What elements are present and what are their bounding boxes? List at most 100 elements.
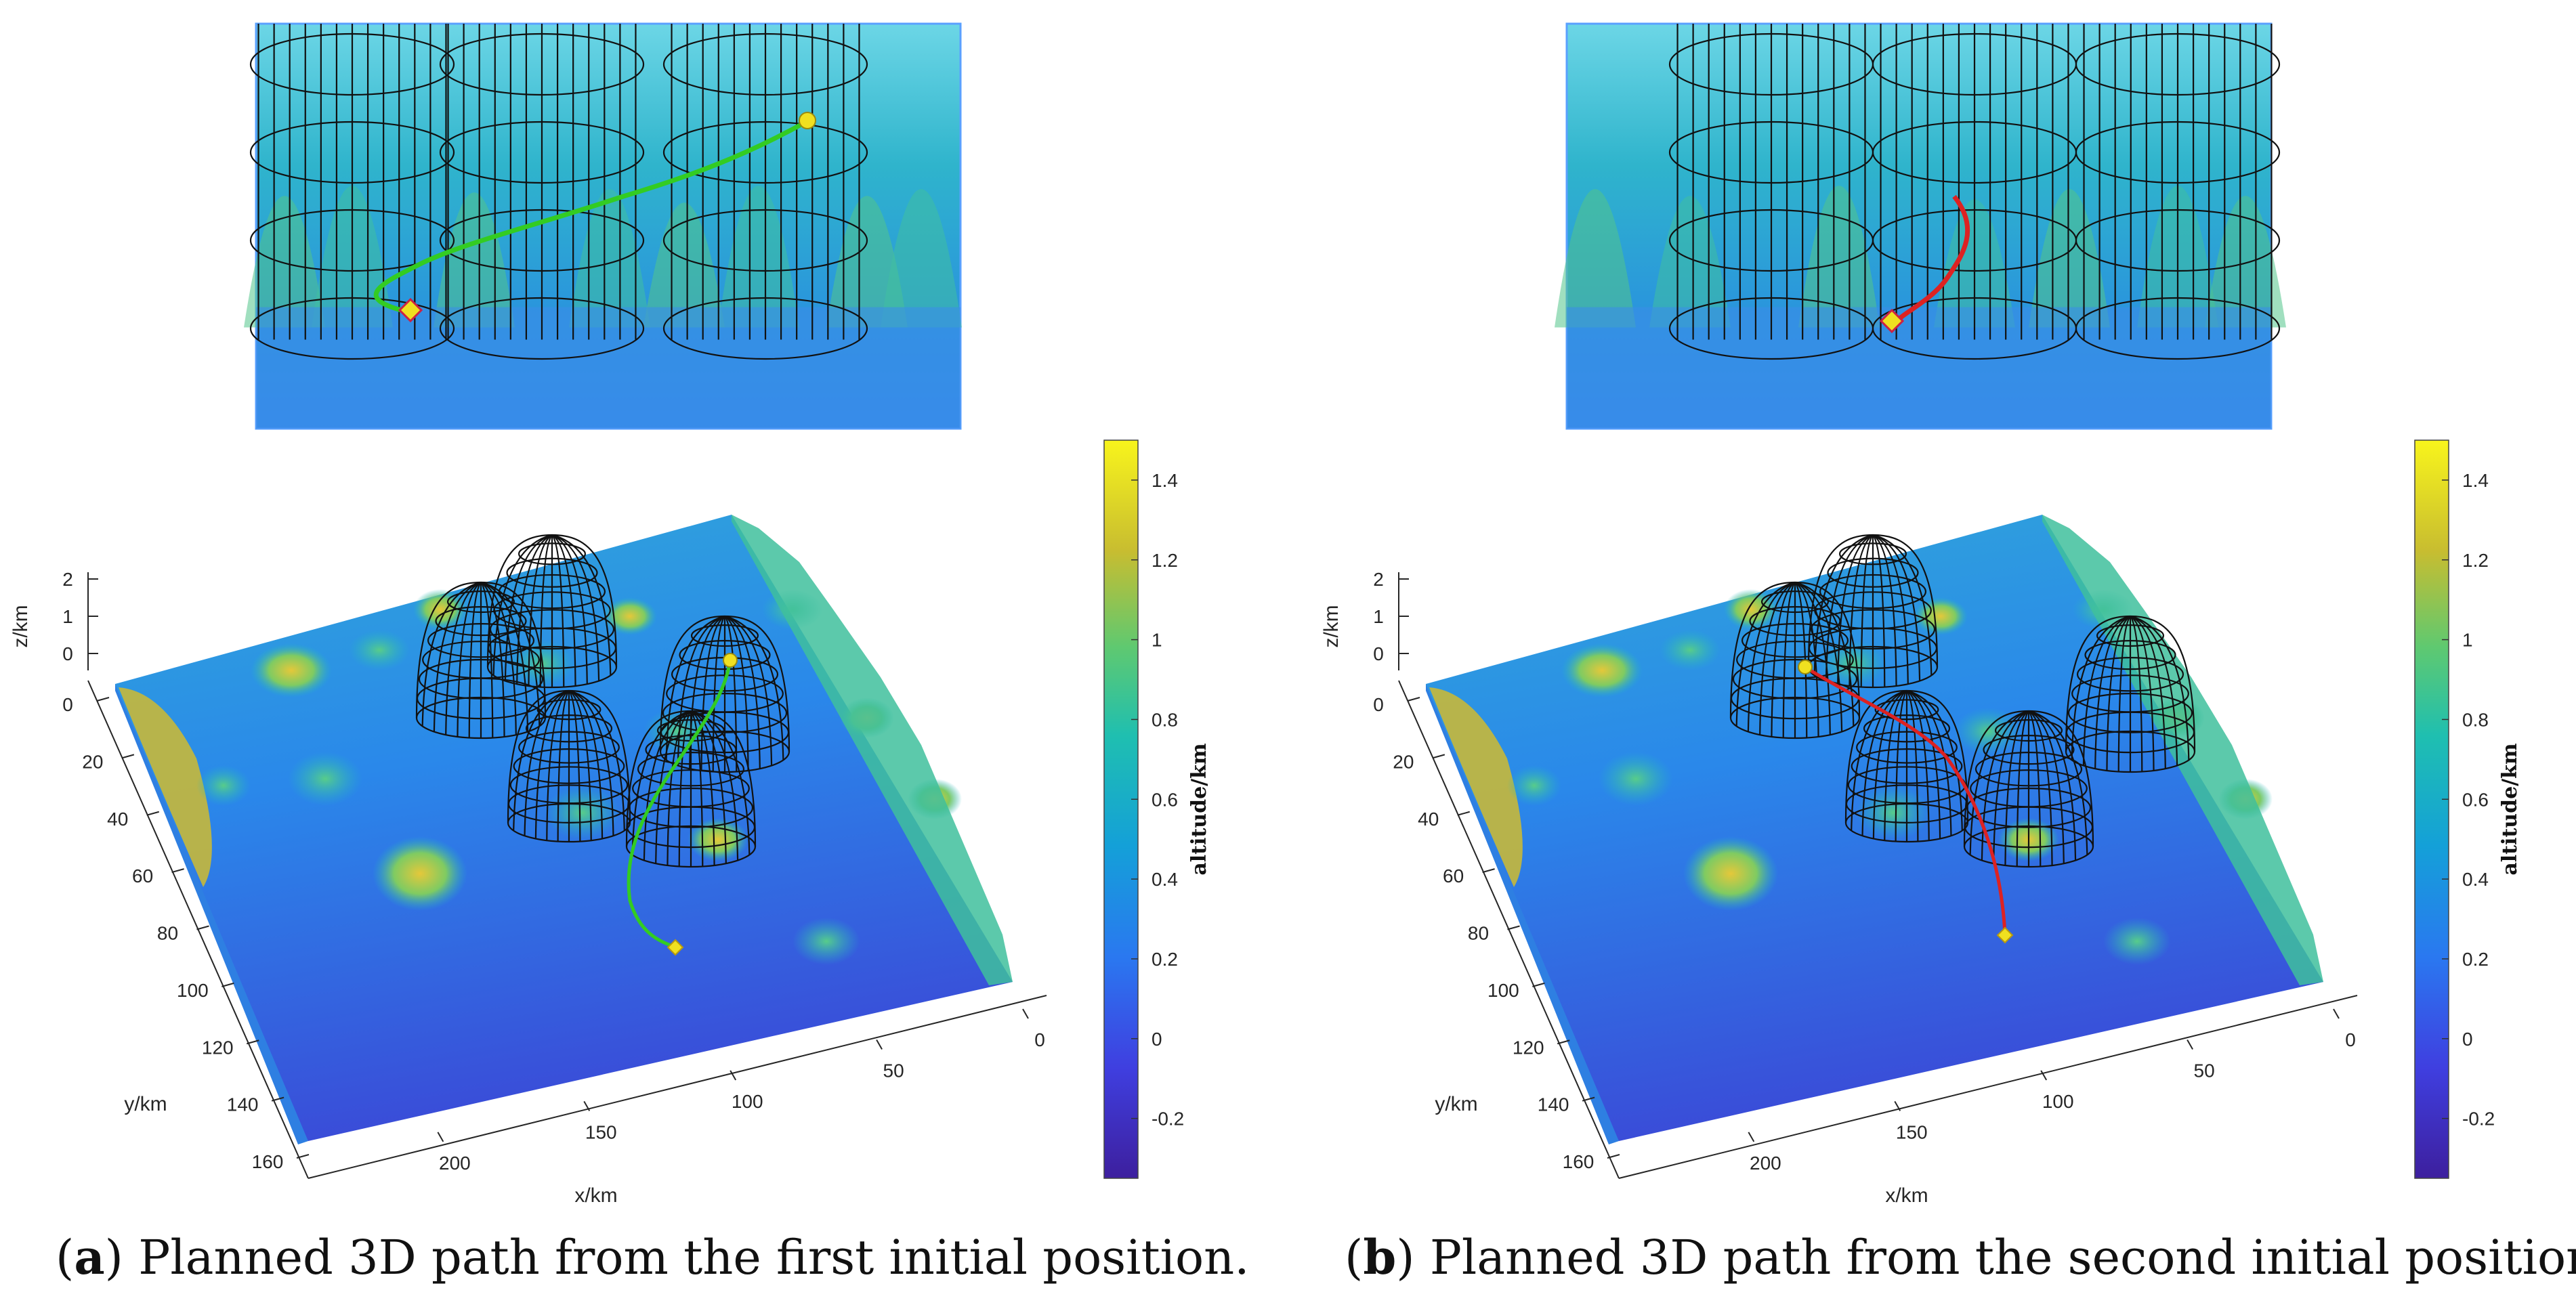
y-tick-label: 60 (132, 865, 153, 886)
surface-plot (115, 515, 1013, 1144)
inset-ground (1567, 307, 2271, 429)
x-tick-label: 200 (439, 1153, 471, 1174)
x-tick-label: 0 (1034, 1029, 1045, 1050)
y-tick-label: 0 (62, 694, 73, 715)
terrain-bump (545, 786, 620, 840)
z-tick-label: 1 (62, 606, 73, 627)
x-tick-label: 50 (883, 1060, 904, 1081)
obstacle-dome (1963, 710, 2094, 868)
x-tick-label: 50 (2194, 1060, 2215, 1081)
colorbar-tick-label: 0.2 (2462, 949, 2489, 970)
y-tick (121, 754, 135, 759)
terrain-bump (1561, 643, 1643, 698)
z-tick-label: 1 (1373, 606, 1384, 627)
colorbar (1103, 439, 1139, 1179)
inset-peak (1649, 196, 1731, 328)
colorbar-tick-label: -0.2 (1152, 1109, 1184, 1130)
x-tick-label: 0 (2345, 1029, 2356, 1050)
axes (87, 572, 1047, 1179)
terrain-bump (1660, 630, 1720, 670)
caption-b: (b) Planned 3D path from the second init… (1345, 1229, 2576, 1285)
terrain-bump (1954, 708, 2022, 755)
y-tick-label: 100 (177, 980, 209, 1001)
y-tick (96, 697, 110, 702)
x-tick (730, 1070, 737, 1081)
x-tick (2040, 1070, 2048, 1081)
x-tick (437, 1132, 444, 1142)
start-marker (1996, 926, 2014, 944)
inset-zoom-view (1555, 22, 2286, 430)
z-tick-label: 2 (62, 569, 73, 590)
y-tick-label: 100 (1487, 980, 1519, 1001)
terrain-bump (196, 765, 251, 806)
y-tick (271, 1096, 284, 1102)
x-tick-label: 150 (1896, 1121, 1928, 1142)
colorbar-tick-label: 0.4 (2462, 869, 2489, 890)
terrain-bump (1507, 765, 1561, 806)
inset-peak (881, 189, 962, 328)
z-tick-label: 0 (1373, 643, 1384, 664)
colorbar-tick-label: 0.8 (1152, 709, 1178, 730)
x-tick (1894, 1100, 1901, 1111)
colorbar-tick-label: 0 (1152, 1029, 1162, 1050)
y-tick-label: 0 (1373, 694, 1384, 715)
surface-plot (1426, 515, 2323, 1144)
y-tick (1432, 754, 1445, 759)
y-tick-label: 120 (202, 1037, 234, 1058)
surface-side (1426, 684, 1619, 1144)
terrain-bump (1724, 589, 1778, 630)
x-tick-label: 100 (2042, 1091, 2074, 1112)
inset-peak (1555, 189, 1636, 328)
goal-marker (1798, 660, 1813, 674)
inset-path (1898, 194, 1970, 320)
y-tick (1457, 811, 1471, 816)
y-tick (296, 1154, 310, 1159)
y-axis-label: y/km (1435, 1093, 1477, 1115)
colorbar-label: altitude/km (2498, 743, 2522, 876)
x-tick-label: 200 (1750, 1153, 1781, 1174)
x-tick (583, 1100, 591, 1111)
terrain-edge (2042, 515, 2323, 985)
x-tick (1022, 1008, 1029, 1019)
terrain-bump (793, 918, 860, 965)
colorbar-label: altitude/km (1187, 743, 1211, 876)
terrain-ridge (1429, 687, 1523, 887)
inset-path (373, 119, 807, 314)
y-tick-label: 60 (1443, 865, 1464, 886)
y-tick (1557, 1039, 1570, 1045)
y-tick (1407, 697, 1420, 702)
x-tick (2333, 1008, 2340, 1019)
colorbar (2414, 439, 2449, 1179)
inset-obstacle-cylinder (439, 24, 645, 360)
inset-ground (256, 307, 960, 429)
panel-b: 0 1 2 z/km 0 20 40 60 80 100 120 140 160 y/km 0 50 100 15… (1320, 22, 2522, 1207)
x-tick (876, 1039, 883, 1050)
terrain-bump (251, 643, 332, 698)
planned-path (1804, 665, 2007, 935)
inset-peak (718, 186, 799, 328)
obstacle-dome (507, 689, 631, 843)
terrain-bump (1599, 752, 1673, 806)
y-tick (146, 811, 160, 816)
inset-peak (643, 202, 725, 328)
y-tick (1532, 982, 1545, 987)
terrain-bump (1856, 786, 1930, 840)
colorbar-tick-label: 1.2 (1152, 550, 1178, 571)
y-tick-label: 120 (1513, 1037, 1544, 1058)
colorbar-tick-label: 0.6 (2462, 789, 2489, 810)
y-tick (1607, 1154, 1620, 1159)
caption-a: (a) Planned 3D path from the first initi… (56, 1229, 1250, 1285)
colorbar-tick-label: 1.4 (2462, 470, 2489, 491)
y-tick-label: 140 (1538, 1094, 1569, 1115)
x-axis-line (1618, 995, 2358, 1179)
y-tick-label: 80 (1468, 923, 1489, 944)
y-tick-label: 160 (1563, 1151, 1595, 1172)
terrain-edge (732, 515, 1013, 985)
terrain-bump (1683, 836, 1778, 911)
inset-start-marker (1879, 308, 1905, 334)
x-axis-line (308, 995, 1047, 1179)
terrain-ridge (119, 687, 212, 887)
x-tick (2187, 1039, 2193, 1050)
colorbar-tick-label: 1 (1152, 630, 1162, 651)
